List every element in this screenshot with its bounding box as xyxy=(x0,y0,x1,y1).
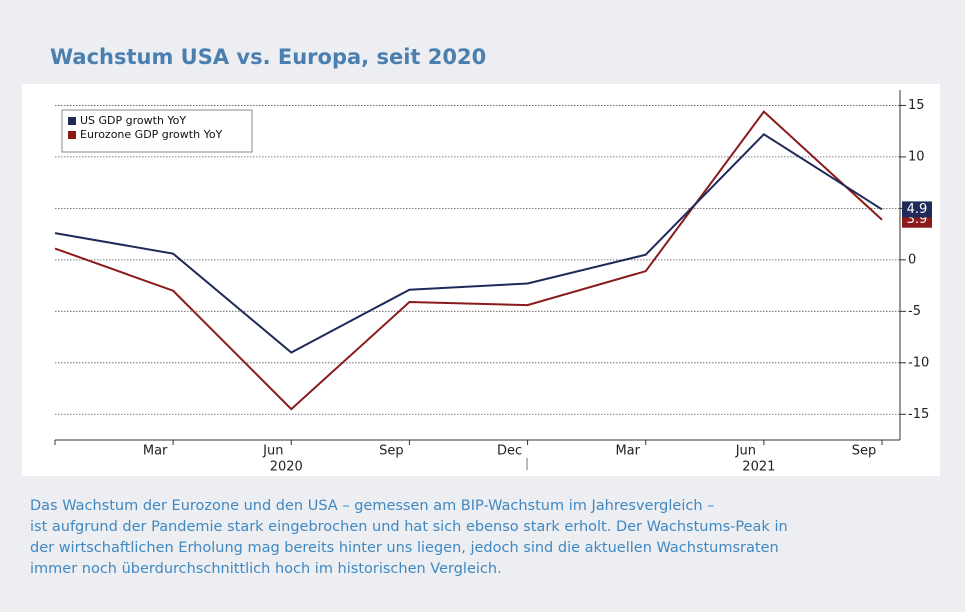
legend-box xyxy=(61,109,253,153)
series-line xyxy=(54,132,883,354)
y-tick-label: -5 xyxy=(908,304,921,319)
y-tick-label: 0 xyxy=(908,252,916,267)
year-label: 2020 xyxy=(270,460,303,475)
end-label-box xyxy=(902,201,932,218)
y-tick-label: 15 xyxy=(908,98,925,113)
series-line xyxy=(54,110,883,411)
year-label: 2021 xyxy=(742,460,775,475)
x-tick-label: Sep xyxy=(852,444,877,459)
y-tick-label: -10 xyxy=(908,355,929,370)
end-label: 4.9 xyxy=(907,202,928,217)
y-tick-label: 10 xyxy=(908,149,925,164)
x-tick-label: Mar xyxy=(143,444,168,459)
caption-line: ist aufgrund der Pandemie stark eingebro… xyxy=(30,519,788,535)
x-tick-label: Sep xyxy=(379,444,404,459)
legend-swatch xyxy=(68,131,76,139)
chart-title: Wachstum USA vs. Europa, seit 2020 xyxy=(50,45,486,69)
x-tick-label: Mar xyxy=(615,444,640,459)
legend-label: US GDP growth YoY xyxy=(80,114,186,127)
x-tick-label: Dec xyxy=(497,444,522,459)
x-tick-label: Jun xyxy=(262,444,283,459)
legend-label: Eurozone GDP growth YoY xyxy=(80,128,223,141)
y-tick-label: -15 xyxy=(908,407,929,422)
caption-line: immer noch überdurchschnittlich hoch im … xyxy=(30,561,502,577)
legend-swatch xyxy=(68,117,76,125)
caption-line: der wirtschaftlichen Erholung mag bereit… xyxy=(30,540,779,556)
caption-line: Das Wachstum der Eurozone und den USA – … xyxy=(30,498,714,514)
x-tick-label: Jun xyxy=(735,444,756,459)
